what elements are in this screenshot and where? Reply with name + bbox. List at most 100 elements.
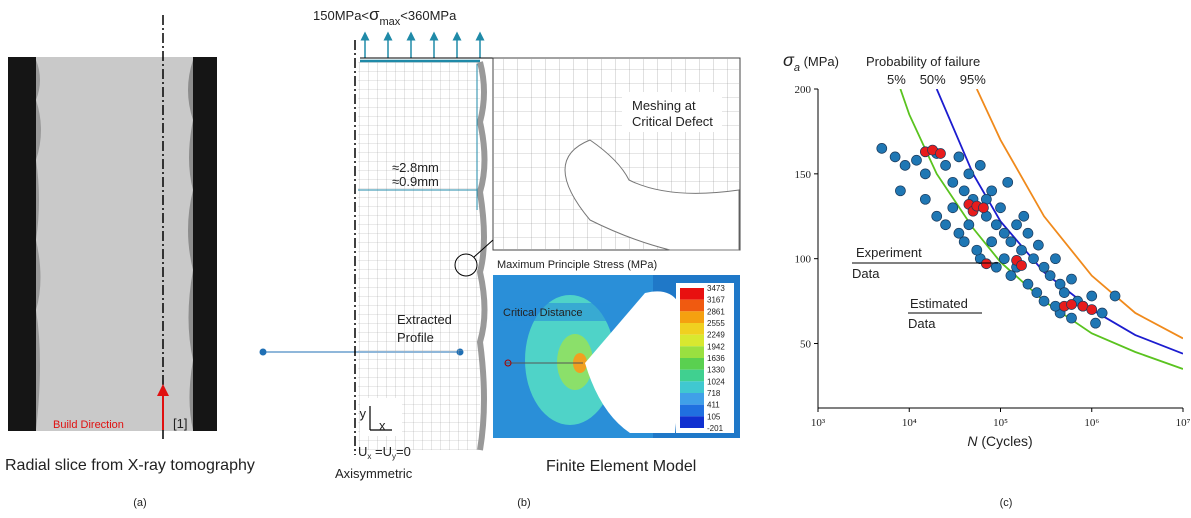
axisymmetric: Axisymmetric (335, 466, 413, 481)
colorbar-swatch (680, 358, 704, 370)
colorbar-swatch (680, 335, 704, 347)
y-tick-label: 50 (800, 339, 812, 351)
data-point (900, 160, 910, 170)
colorbar-label: 1024 (707, 377, 725, 386)
annotation: Experiment (856, 245, 922, 260)
colorbar-swatch (680, 416, 704, 428)
data-point (954, 228, 964, 238)
data-point (1097, 308, 1107, 318)
data-point (1029, 254, 1039, 264)
colorbar-swatch (680, 346, 704, 358)
annotation: Data (852, 266, 880, 281)
critical-distance: Critical Distance (503, 307, 582, 319)
data-point (999, 228, 1009, 238)
profile-dot (260, 349, 267, 356)
data-point (1067, 313, 1077, 323)
curve-label: 95% (960, 72, 986, 87)
data-point (964, 169, 974, 179)
data-point (890, 152, 900, 162)
data-point (948, 203, 958, 213)
y-axis-label: σa (MPa) (783, 50, 839, 74)
data-point (920, 169, 930, 179)
data-point (978, 203, 988, 213)
x-tick-label: 10⁵ (993, 417, 1008, 429)
label-b: (b) (517, 497, 530, 509)
data-point (996, 203, 1006, 213)
data-point (1059, 288, 1069, 298)
data-point (1023, 279, 1033, 289)
data-point (941, 220, 951, 230)
mesh-label: Meshing at (632, 98, 696, 113)
data-point (935, 148, 945, 158)
fe-mesh (358, 62, 480, 450)
data-point (1067, 299, 1077, 309)
data-point (1012, 220, 1022, 230)
build-direction: Build Direction (53, 419, 124, 431)
y-label-part: (MPa) (800, 54, 839, 69)
data-point (1006, 237, 1016, 247)
data-point (920, 194, 930, 204)
x-tick-label: 10³ (811, 417, 826, 429)
data-point (1045, 271, 1055, 281)
load-label: 150MPa<σmax<360MPa (313, 5, 457, 28)
mesh-label: Critical Defect (632, 114, 713, 129)
panel-b: 150MPa<σmax<360MPa ≈2.8mm ≈0.9mm Meshing… (313, 5, 740, 509)
load-part: max (380, 16, 401, 28)
colorbar-swatch (680, 405, 704, 417)
data-point (964, 220, 974, 230)
load-part: 150MPa< (313, 8, 369, 23)
data-point (932, 211, 942, 221)
dim-long: ≈2.8mm (392, 160, 439, 175)
data-point (1050, 254, 1060, 264)
colorbar-swatch (680, 311, 704, 323)
data-point (1087, 305, 1097, 315)
annotation: Estimated (910, 296, 968, 311)
data-point (1087, 291, 1097, 301)
colorbar-swatch (680, 323, 704, 335)
colorbar-label: 1636 (707, 354, 725, 363)
colorbar-swatch (680, 393, 704, 405)
bc-part: U (358, 444, 367, 459)
axis-y: y (360, 406, 367, 421)
data-point (895, 186, 905, 196)
colorbar-label: 718 (707, 389, 721, 398)
data-point (1017, 260, 1027, 270)
data-point (1019, 211, 1029, 221)
data-point (941, 160, 951, 170)
data-point (975, 160, 985, 170)
data-point (948, 177, 958, 187)
profile-edge (480, 62, 485, 450)
curve-label: 50% (920, 72, 946, 87)
data-point (972, 245, 982, 255)
data-point (987, 237, 997, 247)
axis-x: x (379, 418, 386, 433)
bc-part: =0 (396, 444, 411, 459)
data-point (1110, 291, 1120, 301)
data-point (1067, 274, 1077, 284)
dim-short: ≈0.9mm (392, 174, 439, 189)
caption-b: Finite Element Model (546, 458, 696, 475)
load-part: <360MPa (400, 8, 457, 23)
dark-edge (193, 57, 217, 431)
x-tick-label: 10⁴ (902, 417, 917, 429)
x-label-part: (Cycles) (977, 433, 1032, 449)
label-c: (c) (1000, 497, 1013, 509)
dark-edge (8, 57, 36, 431)
caption-a: Radial slice from X-ray tomography (5, 457, 255, 474)
data-point (1023, 228, 1033, 238)
colorbar-swatch (680, 370, 704, 382)
data-point (1039, 262, 1049, 272)
colorbar-label: 2249 (707, 331, 725, 340)
y-tick-label: 200 (795, 84, 812, 96)
colorbar-label: 3473 (707, 284, 725, 293)
colorbar-swatch (680, 381, 704, 393)
extracted-profile: Extracted (397, 312, 452, 327)
data-point (991, 262, 1001, 272)
colorbar-label: 3167 (707, 296, 725, 305)
reference: [1] (173, 416, 187, 431)
extracted-profile: Profile (397, 330, 434, 345)
colorbar-label: 411 (707, 401, 720, 410)
data-point (1017, 245, 1027, 255)
data-point (999, 254, 1009, 264)
